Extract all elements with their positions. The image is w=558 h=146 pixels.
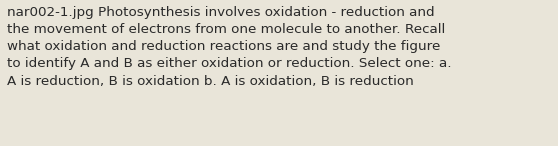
Text: nar002-1.jpg Photosynthesis involves oxidation - reduction and
the movement of e: nar002-1.jpg Photosynthesis involves oxi… — [7, 6, 451, 88]
